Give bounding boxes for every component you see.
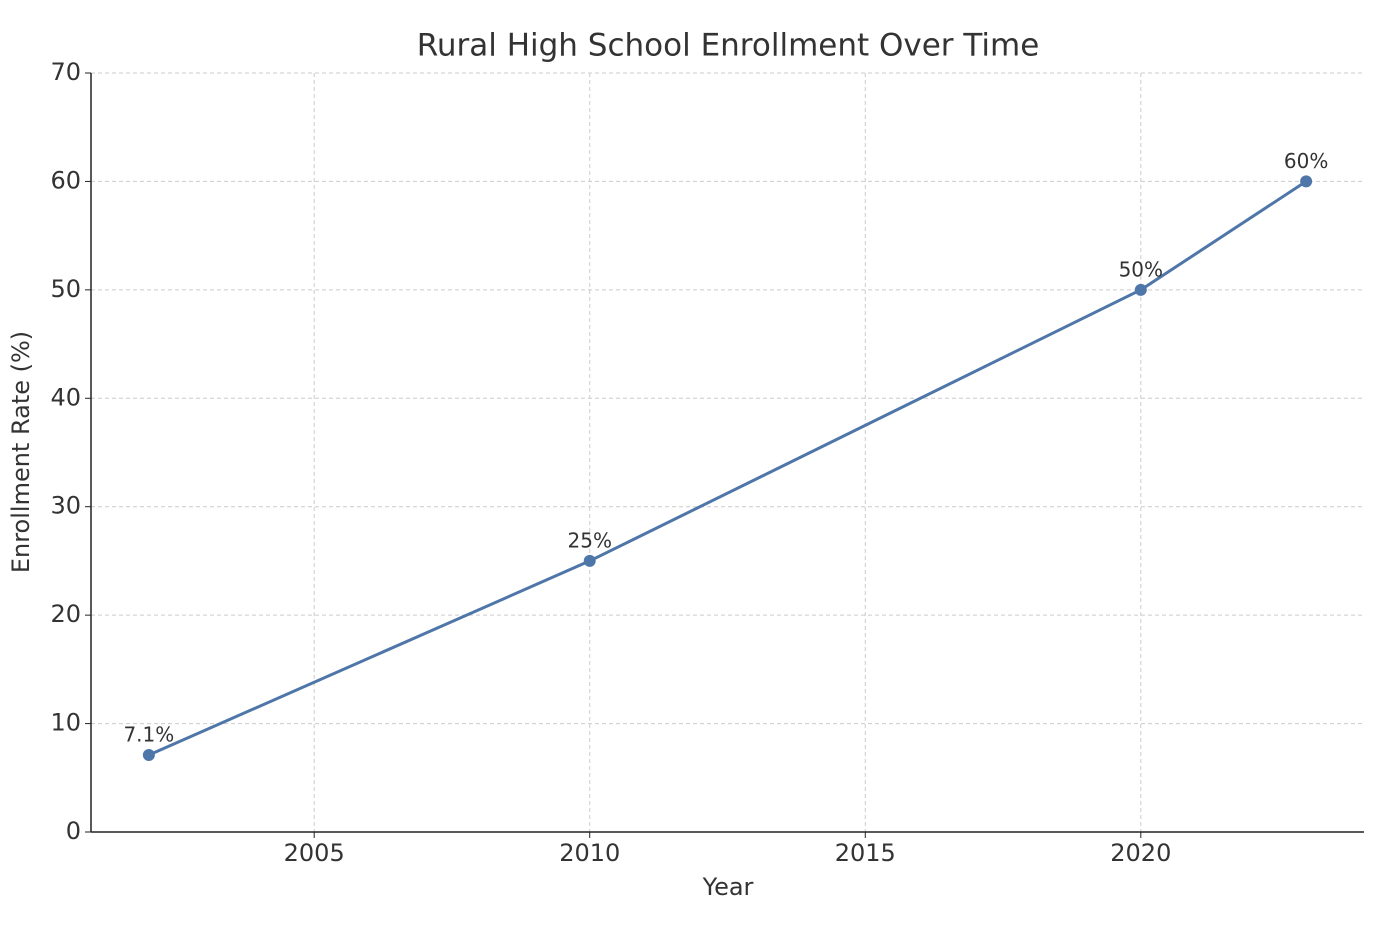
data-label: 50% [1119, 257, 1163, 281]
x-tick-label: 2005 [284, 839, 345, 867]
x-tick-label: 2020 [1110, 839, 1171, 867]
data-label: 7.1% [123, 723, 174, 747]
y-tick-label: 60 [50, 166, 81, 194]
data-label: 60% [1284, 149, 1328, 173]
line [148, 180, 1307, 757]
y-tick-label: 20 [50, 600, 81, 628]
x-axis-label: Year [702, 873, 754, 901]
point [1300, 175, 1313, 188]
point [583, 554, 596, 567]
y-tick-label: 10 [50, 709, 81, 737]
y-tick-label: 40 [50, 383, 81, 411]
chart-title: Rural High School Enrollment Over Time [417, 28, 1040, 64]
y-tick-label: 70 [50, 58, 81, 86]
x-tick-label: 2015 [835, 839, 896, 867]
data-label: 25% [568, 528, 612, 552]
y-axis-label: Enrollment Rate (%) [7, 331, 35, 573]
y-tick-label: 30 [50, 492, 81, 520]
point [1134, 283, 1147, 296]
point [142, 749, 155, 762]
y-tick-label: 0 [66, 817, 81, 845]
y-tick-label: 50 [50, 275, 81, 303]
x-tick-label: 2010 [559, 839, 620, 867]
